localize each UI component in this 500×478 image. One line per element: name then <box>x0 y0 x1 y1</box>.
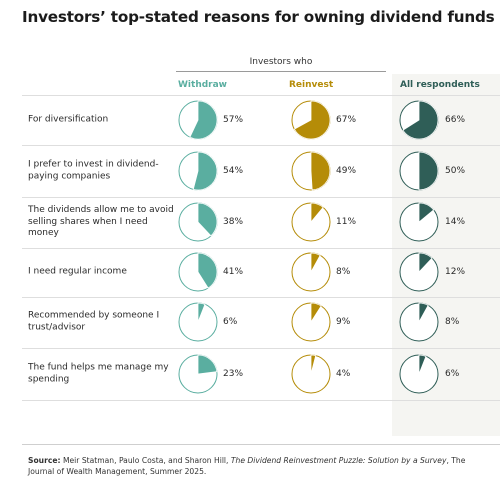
pie-slice <box>418 252 433 274</box>
pie-all <box>399 302 439 342</box>
pie-withdraw <box>178 354 218 394</box>
pie-reinvest <box>291 151 331 191</box>
pie-slice <box>310 302 322 324</box>
pie-withdraw <box>178 252 218 292</box>
percent-label: 54% <box>223 166 244 176</box>
pie-slice <box>197 354 218 375</box>
source-journal: , The Journal of Wealth Management, Summ… <box>28 456 466 476</box>
group-label: Investors who <box>249 57 313 67</box>
pie-all <box>399 100 439 140</box>
percent-label: 66% <box>445 115 466 125</box>
pie-all <box>399 252 439 292</box>
percent-label: 9% <box>336 317 351 327</box>
pie-slice <box>418 302 429 323</box>
row-label: I need regular income <box>28 266 127 277</box>
percent-label: 8% <box>336 267 351 277</box>
pie-slice <box>197 302 206 323</box>
pie-reinvest <box>291 354 331 394</box>
pie-reinvest <box>291 100 331 140</box>
percent-label: 6% <box>445 369 460 379</box>
pie-slice <box>418 354 427 375</box>
pie-slice <box>197 252 218 289</box>
pie-slice <box>418 202 435 223</box>
pie-slice <box>418 151 439 191</box>
pie-reinvest <box>291 252 331 292</box>
pie-withdraw <box>178 202 218 242</box>
percent-label: 4% <box>336 369 351 379</box>
row-divider <box>22 197 500 198</box>
row-label: I prefer to invest in dividend-paying co… <box>28 159 159 182</box>
percent-label: 14% <box>445 217 466 227</box>
percent-label: 57% <box>223 115 244 125</box>
row-divider <box>22 145 500 146</box>
percent-label: 12% <box>445 267 466 277</box>
source-divider <box>22 444 500 445</box>
pie-all <box>399 202 439 242</box>
pie-all <box>399 354 439 394</box>
percent-label: 50% <box>445 166 466 176</box>
row-divider <box>22 95 500 96</box>
pie-slice <box>197 202 218 237</box>
percent-label: 67% <box>336 115 357 125</box>
pie-slice <box>189 100 218 140</box>
row-divider <box>22 400 500 401</box>
pie-withdraw <box>178 151 218 191</box>
pie-slice <box>402 100 439 140</box>
pie-slice <box>192 151 218 191</box>
pie-slice <box>293 100 331 140</box>
chart-title: Investors’ top-stated reasons for owning… <box>22 8 495 26</box>
row-label: Recommended by someone I trust/advisor <box>28 310 160 333</box>
pie-reinvest <box>291 202 331 242</box>
source-note: Source: Meir Statman, Paulo Costa, and S… <box>28 455 488 477</box>
pie-slice <box>310 202 324 224</box>
pie-withdraw <box>178 100 218 140</box>
row-divider <box>22 297 500 298</box>
group-divider <box>176 71 386 72</box>
pie-slice <box>310 252 321 273</box>
pie-slice <box>310 354 317 375</box>
pie-all <box>399 151 439 191</box>
percent-label: 11% <box>336 217 357 227</box>
row-label: For diversification <box>28 114 109 125</box>
pie-slice <box>310 151 331 191</box>
row-divider <box>22 348 500 349</box>
source-label: Source: <box>28 456 61 465</box>
pie-reinvest <box>291 302 331 342</box>
percent-label: 38% <box>223 217 244 227</box>
row-label: The dividends allow me to avoid selling … <box>28 204 174 238</box>
column-header-withdraw: Withdraw <box>178 80 227 90</box>
percent-label: 23% <box>223 369 244 379</box>
source-authors: Meir Statman, Paulo Costa, and Sharon Hi… <box>62 456 229 465</box>
percent-label: 8% <box>445 317 460 327</box>
row-label: The fund helps me manage my spending <box>28 362 169 385</box>
column-header-reinvest: Reinvest <box>289 80 334 90</box>
column-header-all: All respondents <box>400 80 480 90</box>
pie-withdraw <box>178 302 218 342</box>
percent-label: 41% <box>223 267 244 277</box>
row-divider <box>22 248 500 249</box>
source-paper-title: The Dividend Reinvestment Puzzle: Soluti… <box>230 456 447 465</box>
percent-label: 6% <box>223 317 238 327</box>
percent-label: 49% <box>336 166 357 176</box>
